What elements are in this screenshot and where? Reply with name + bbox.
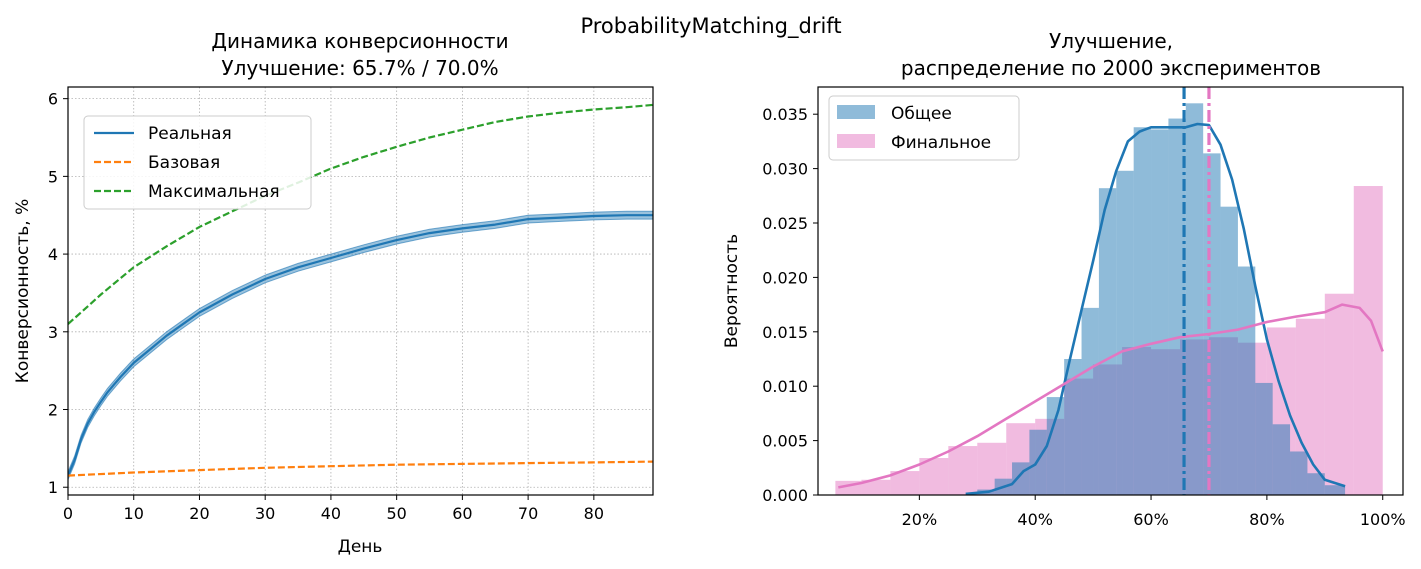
overall-histogram-bar [1203,153,1221,495]
left-plot-frame [67,86,654,496]
right-y-tick-label: 0.035 [762,105,808,124]
overall-histogram-bar [1324,485,1346,495]
left-x-axis-label: День [338,537,383,557]
overall-histogram-bar [1168,118,1186,495]
overall-histogram-bar [1081,307,1099,495]
left-y-tick-label: 4 [48,245,58,264]
right-x-tick-label: 80% [1249,510,1285,529]
right-y-tick-label: 0.005 [762,432,808,451]
right-legend: Общее Финальное [828,95,1020,161]
right-kde-group [838,122,1384,495]
overall-histogram-bar [1290,451,1308,495]
left-y-axis-label: Конверсионность, % [13,199,33,384]
overall-histogram-bar [1046,397,1065,495]
left-chart-subtitle: Улучшение: 65.7% / 70.0% [221,56,498,80]
improvement-distribution-chart: Улучшение, распределение по 2000 экспери… [722,29,1406,529]
left-y-tick-label: 5 [48,167,58,186]
legend-base-label: Базовая [148,153,220,173]
overall-kde-curve [965,122,1346,495]
max-conversion-line [68,103,653,325]
legend-real-label: Реальная [148,124,232,144]
final-histogram-bar [861,479,891,495]
overall-histogram-bar [1255,382,1273,495]
overall-histogram-bar [1151,129,1169,495]
overall-histogram-bar [1272,424,1291,495]
right-x-tick-label: 20% [902,510,938,529]
final-kde-curve [838,303,1384,489]
right-y-tick-label: 0.020 [762,268,808,287]
left-y-ticks: 1 2 3 4 5 6 [48,90,68,497]
left-x-ticks: 0 10 20 30 40 50 60 70 80 [63,495,604,523]
legend-max-label: Максимальная [148,182,280,202]
final-histogram-bar [1324,293,1354,495]
right-x-tick-label: 100% [1360,510,1406,529]
right-chart-subtitle: распределение по 2000 экспериментов [901,56,1321,80]
left-x-tick-label: 30 [255,504,275,523]
right-y-tick-label: 0.010 [762,377,808,396]
legend-final-swatch [837,134,875,148]
right-y-axis-label: Вероятность [722,234,742,348]
right-y-ticks: 0.000 0.005 0.010 0.015 0.020 0.025 0.030 0.035 [762,105,818,505]
left-x-tick-label: 50 [386,504,406,523]
overall-histogram-bar [1220,206,1238,495]
final-histogram-bar [948,446,978,495]
legend-final-label: Финальное [891,133,991,153]
left-x-tick-label: 70 [518,504,538,523]
right-legend-box [828,95,1020,161]
left-legend: Реальная Базовая Максимальная [83,115,312,210]
left-y-tick-label: 1 [48,478,58,497]
right-x-ticks: 20% 40% 60% 80% 100% [902,495,1406,529]
overall-histogram-bar [1064,359,1082,495]
left-y-tick-label: 6 [48,90,58,109]
left-x-tick-label: 10 [124,504,144,523]
right-y-tick-label: 0.015 [762,323,808,342]
conversion-dynamics-chart: Динамика конверсионности Улучшение: 65.7… [13,29,654,557]
left-x-tick-label: 20 [189,504,209,523]
overall-histogram-bar [1116,170,1134,495]
real-conversion-confidence-band [68,210,653,480]
overall-histogram-bar [1237,266,1256,495]
overall-histogram-bar [1098,188,1117,495]
final-histogram-bar [890,471,920,495]
left-series-group [68,103,653,480]
overall-histogram-bar [1307,473,1325,495]
left-chart-title: Динамика конверсионности [211,29,508,53]
right-x-tick-label: 60% [1133,510,1169,529]
final-histogram-bar [919,458,949,495]
overall-histogram-bar [1029,429,1047,495]
left-y-tick-label: 2 [48,401,58,420]
right-plot-frame [817,86,1404,496]
figure-suptitle: ProbabilityMatching_drift [580,14,841,39]
left-x-tick-label: 80 [584,504,604,523]
right-y-tick-label: 0.025 [762,214,808,233]
left-x-tick-label: 40 [321,504,341,523]
left-y-tick-label: 3 [48,323,58,342]
left-legend-box [83,115,312,210]
overall-histogram-bar [1012,462,1030,495]
right-y-tick-label: 0.030 [762,160,808,179]
overall-histogram-bar [1185,103,1204,495]
real-conversion-line [68,214,653,477]
legend-overall-swatch [837,105,875,119]
right-chart-title: Улучшение, [1049,29,1173,53]
right-bars-group [835,103,1383,495]
overall-histogram-bar [1133,127,1152,495]
right-y-tick-label: 0.000 [762,486,808,505]
right-x-tick-label: 40% [1017,510,1053,529]
left-x-tick-label: 0 [63,504,73,523]
left-x-tick-label: 60 [452,504,472,523]
right-mean-lines [1182,87,1211,495]
legend-overall-label: Общее [891,104,952,124]
base-conversion-line [68,460,653,477]
